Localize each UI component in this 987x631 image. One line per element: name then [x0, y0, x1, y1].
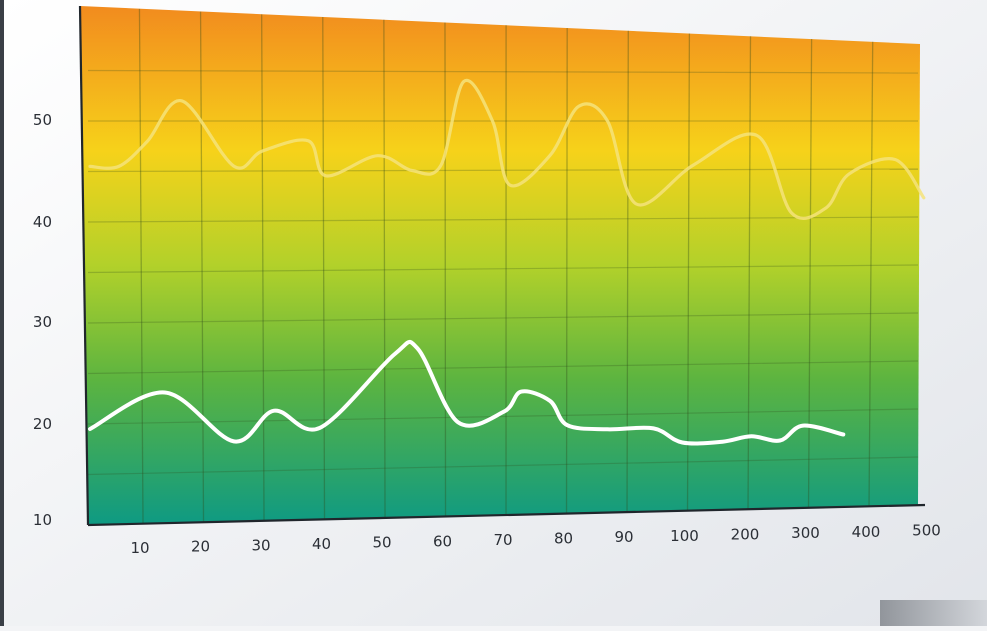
x-tick-label: 40 [312, 535, 331, 553]
frame-edge [0, 0, 4, 626]
x-tick-label: 50 [372, 534, 391, 552]
y-tick-label: 10 [33, 511, 52, 529]
x-tick-label: 400 [852, 523, 881, 541]
x-tick-label: 30 [251, 536, 270, 554]
y-tick-label: 20 [33, 415, 52, 433]
y-tick-label: 40 [33, 213, 52, 231]
y-tick-label: 30 [33, 313, 52, 331]
x-tick-label: 200 [731, 526, 760, 544]
x-tick-label: 20 [191, 538, 210, 556]
x-tick-label: 80 [554, 530, 573, 548]
x-tick-label: 90 [614, 528, 633, 546]
grid-line-vertical [567, 28, 568, 513]
x-tick-label: 500 [912, 521, 941, 539]
x-tick-label: 10 [130, 539, 149, 557]
x-tick-label: 300 [791, 524, 820, 542]
x-tick-label: 100 [670, 527, 699, 545]
x-tick-label: 60 [433, 532, 452, 550]
plot-area [80, 6, 920, 525]
x-tick-label: 70 [493, 531, 512, 549]
y-tick-label: 50 [33, 111, 52, 129]
